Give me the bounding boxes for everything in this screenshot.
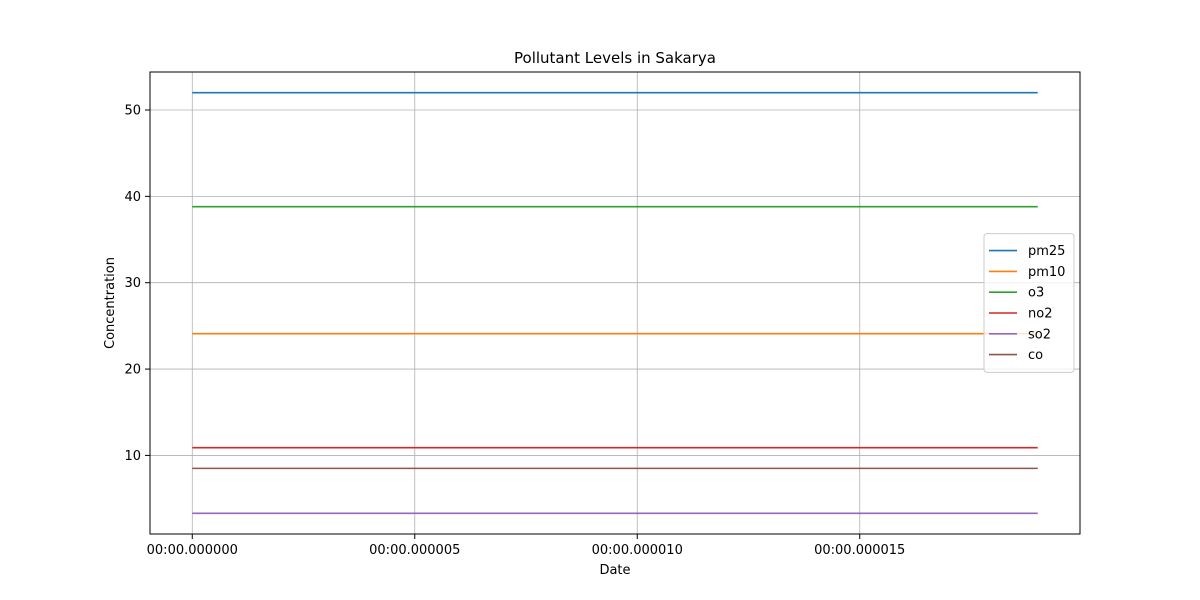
x-tick-label: 00:00.000015	[814, 543, 905, 558]
x-axis-label: Date	[599, 563, 630, 578]
axis-ticks: 00:00.000000 00:00.000005 00:00.000010 00:0…	[124, 103, 905, 558]
chart-title: Pollutant Levels in Sakarya	[514, 49, 716, 67]
legend-label-pm25: pm25	[1028, 244, 1065, 259]
x-tick-label: 00:00.000010	[592, 543, 683, 558]
x-tick-label: 00:00.000005	[369, 543, 460, 558]
legend-label-pm10: pm10	[1028, 265, 1065, 280]
x-tick-label: 00:00.000000	[147, 543, 238, 558]
legend-label-so2: so2	[1028, 327, 1051, 342]
legend-label-no2: no2	[1028, 307, 1052, 322]
y-axis-label: Concentration	[103, 257, 118, 349]
legend-label-co: co	[1028, 348, 1043, 363]
grid	[150, 72, 1080, 534]
y-tick-label: 20	[124, 363, 141, 378]
y-tick-label: 40	[124, 190, 141, 205]
y-tick-label: 50	[124, 103, 141, 118]
legend-label-o3: o3	[1028, 286, 1044, 301]
plot-area-frame	[149, 71, 1081, 535]
y-tick-label: 10	[124, 449, 141, 464]
y-tick-label: 30	[124, 276, 141, 291]
series-lines	[192, 91, 1038, 515]
legend-box	[983, 233, 1075, 373]
legend: pm25 pm10 o3 no2 so2 co	[983, 233, 1075, 373]
